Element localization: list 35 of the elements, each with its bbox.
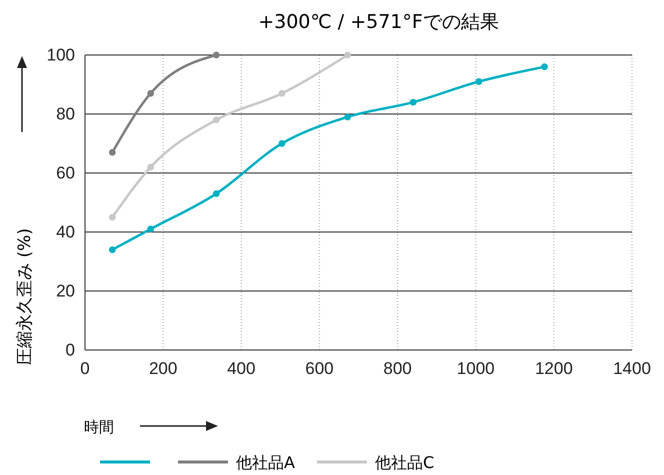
point [108, 148, 116, 156]
point [344, 114, 351, 120]
y-axis-title: 圧縮永久歪み (%) [15, 228, 35, 365]
x-tick-label: 1000 [456, 359, 495, 378]
y-tick-label: 100 [46, 45, 75, 64]
x-tick-label: 1400 [613, 359, 651, 378]
x-tick-label: 200 [148, 359, 178, 378]
y-tick-label: 60 [56, 163, 75, 182]
point [212, 190, 220, 198]
x-tick-label: 800 [383, 359, 412, 378]
point [147, 164, 154, 170]
y-tick-label: 20 [56, 281, 75, 300]
x-tick-label: 600 [305, 359, 334, 378]
point [147, 226, 154, 232]
legend-label: 他社品C [374, 453, 434, 472]
y-tick-label: 40 [56, 222, 75, 242]
point [278, 140, 286, 147]
y-tick-label: 0 [66, 340, 75, 360]
point [475, 78, 482, 85]
y-tick-label: 80 [56, 104, 75, 124]
point [108, 246, 116, 254]
point [541, 63, 548, 70]
legend-label: 他社品A [236, 453, 295, 472]
x-tick-label: 400 [227, 359, 256, 378]
point [410, 98, 417, 106]
chart-title: +300℃ / +571°Fでの結果 [258, 11, 499, 33]
point [108, 214, 116, 221]
x-tick-label: 0 [80, 359, 90, 378]
x-tick-label: 1200 [534, 359, 573, 378]
x-axis-title: 時間 [84, 418, 114, 436]
point [344, 52, 351, 58]
point [278, 90, 286, 97]
point [212, 116, 220, 124]
point [212, 52, 220, 58]
point [147, 90, 154, 97]
